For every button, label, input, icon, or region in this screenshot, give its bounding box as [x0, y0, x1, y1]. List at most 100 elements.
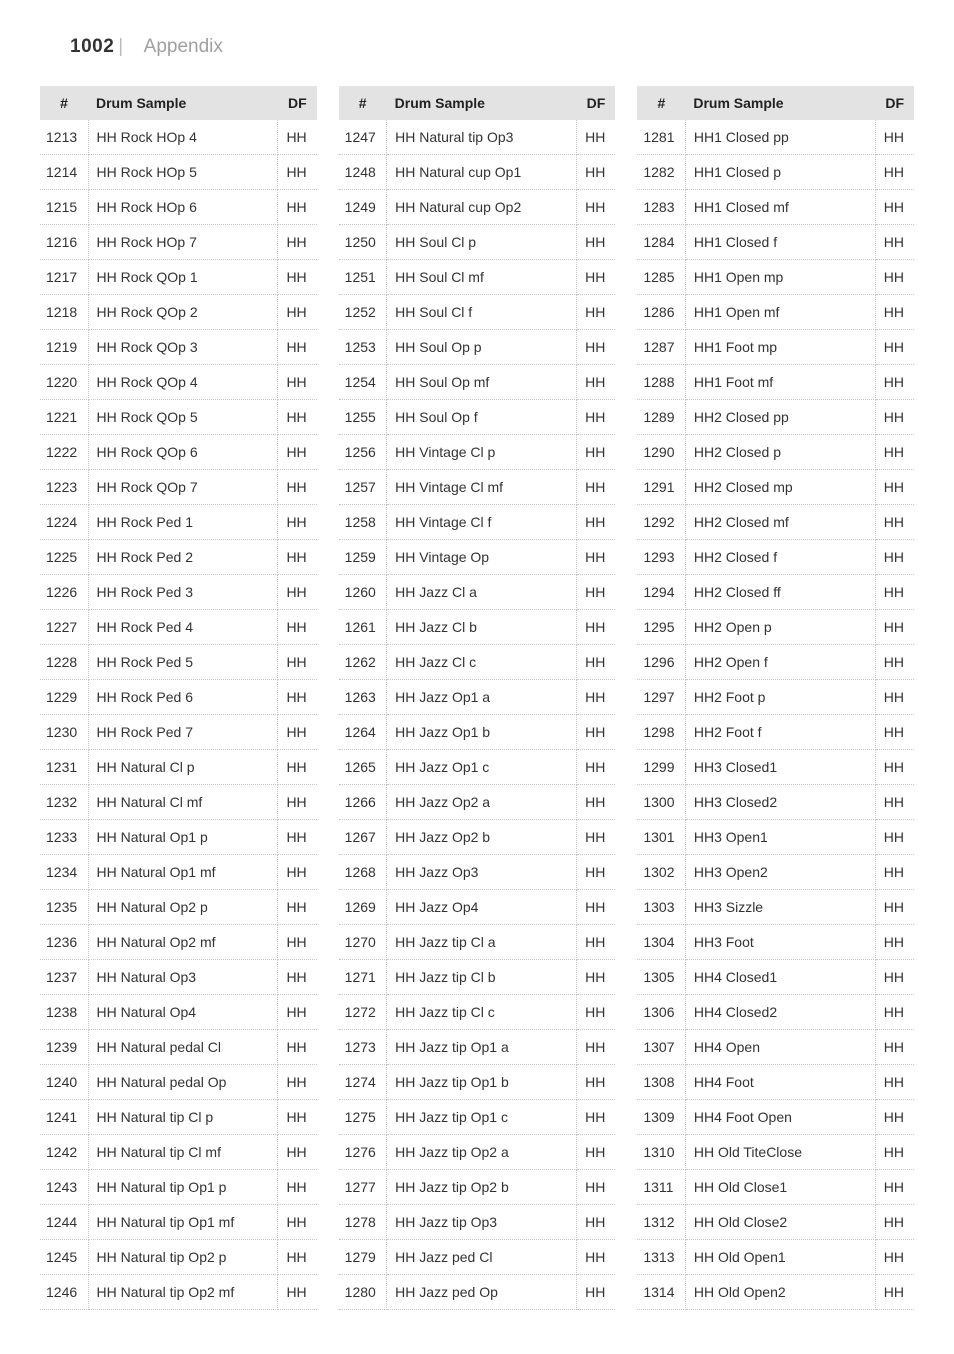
table-row: 1264HH Jazz Op1 bHH [339, 715, 616, 750]
cell-sample-name: HH2 Closed mf [685, 505, 875, 540]
table-row: 1249HH Natural cup Op2HH [339, 190, 616, 225]
cell-number: 1243 [40, 1170, 88, 1205]
cell-number: 1233 [40, 820, 88, 855]
table-row: 1236HH Natural Op2 mfHH [40, 925, 317, 960]
cell-number: 1216 [40, 225, 88, 260]
cell-number: 1223 [40, 470, 88, 505]
cell-number: 1265 [339, 750, 387, 785]
cell-sample-name: HH Natural Op1 p [88, 820, 278, 855]
cell-df: HH [875, 365, 914, 400]
table-row: 1298HH2 Foot fHH [637, 715, 914, 750]
table-row: 1246HH Natural tip Op2 mfHH [40, 1275, 317, 1310]
cell-number: 1228 [40, 645, 88, 680]
cell-number: 1267 [339, 820, 387, 855]
cell-sample-name: HH4 Closed2 [685, 995, 875, 1030]
table-row: 1240HH Natural pedal OpHH [40, 1065, 317, 1100]
cell-df: HH [278, 1100, 317, 1135]
cell-sample-name: HH Rock HOp 5 [88, 155, 278, 190]
cell-number: 1306 [637, 995, 685, 1030]
cell-sample-name: HH Natural Cl p [88, 750, 278, 785]
cell-sample-name: HH Natural pedal Cl [88, 1030, 278, 1065]
cell-df: HH [577, 785, 616, 820]
cell-df: HH [875, 1275, 914, 1310]
table-row: 1261HH Jazz Cl bHH [339, 610, 616, 645]
cell-df: HH [875, 995, 914, 1030]
cell-df: HH [278, 190, 317, 225]
cell-df: HH [278, 155, 317, 190]
cell-number: 1292 [637, 505, 685, 540]
table-row: 1290HH2 Closed pHH [637, 435, 914, 470]
cell-sample-name: HH Jazz Op2 a [387, 785, 577, 820]
cell-sample-name: HH Jazz tip Op2 a [387, 1135, 577, 1170]
cell-number: 1257 [339, 470, 387, 505]
cell-number: 1225 [40, 540, 88, 575]
cell-sample-name: HH Rock Ped 4 [88, 610, 278, 645]
cell-sample-name: HH Rock HOp 6 [88, 190, 278, 225]
table-row: 1241HH Natural tip Cl pHH [40, 1100, 317, 1135]
cell-number: 1254 [339, 365, 387, 400]
cell-number: 1226 [40, 575, 88, 610]
cell-sample-name: HH Soul Cl f [387, 295, 577, 330]
cell-sample-name: HH Soul Cl p [387, 225, 577, 260]
cell-df: HH [577, 1135, 616, 1170]
cell-df: HH [278, 1170, 317, 1205]
table-row: 1269HH Jazz Op4HH [339, 890, 616, 925]
table-row: 1226HH Rock Ped 3HH [40, 575, 317, 610]
table-row: 1295HH2 Open pHH [637, 610, 914, 645]
cell-df: HH [577, 925, 616, 960]
cell-sample-name: HH Jazz ped Op [387, 1275, 577, 1310]
th-number: # [637, 86, 685, 120]
cell-sample-name: HH1 Closed f [685, 225, 875, 260]
cell-number: 1283 [637, 190, 685, 225]
cell-number: 1270 [339, 925, 387, 960]
cell-sample-name: HH Rock Ped 2 [88, 540, 278, 575]
cell-df: HH [875, 295, 914, 330]
cell-df: HH [577, 225, 616, 260]
cell-df: HH [577, 1100, 616, 1135]
cell-df: HH [875, 1135, 914, 1170]
cell-number: 1242 [40, 1135, 88, 1170]
cell-df: HH [278, 680, 317, 715]
cell-df: HH [875, 1065, 914, 1100]
table-row: 1219HH Rock QOp 3HH [40, 330, 317, 365]
cell-number: 1237 [40, 960, 88, 995]
cell-number: 1288 [637, 365, 685, 400]
cell-number: 1314 [637, 1275, 685, 1310]
cell-df: HH [278, 330, 317, 365]
table-row: 1305HH4 Closed1HH [637, 960, 914, 995]
cell-number: 1213 [40, 120, 88, 155]
cell-number: 1280 [339, 1275, 387, 1310]
table-row: 1273HH Jazz tip Op1 aHH [339, 1030, 616, 1065]
table-row: 1278HH Jazz tip Op3HH [339, 1205, 616, 1240]
drum-table-2: # Drum Sample DF 1247HH Natural tip Op3H… [339, 86, 616, 1310]
cell-df: HH [577, 365, 616, 400]
cell-sample-name: HH1 Foot mf [685, 365, 875, 400]
cell-df: HH [278, 1275, 317, 1310]
cell-sample-name: HH Jazz Op1 a [387, 680, 577, 715]
page-header: 1002| Appendix [40, 36, 914, 58]
cell-df: HH [577, 435, 616, 470]
page-number: 1002 [70, 36, 114, 57]
table-row: 1238HH Natural Op4HH [40, 995, 317, 1030]
cell-sample-name: HH Rock QOp 7 [88, 470, 278, 505]
cell-df: HH [577, 645, 616, 680]
cell-sample-name: HH1 Closed pp [685, 120, 875, 155]
cell-df: HH [577, 610, 616, 645]
cell-df: HH [577, 960, 616, 995]
table-row: 1239HH Natural pedal ClHH [40, 1030, 317, 1065]
header-divider: | [118, 36, 123, 57]
cell-number: 1282 [637, 155, 685, 190]
cell-df: HH [875, 225, 914, 260]
cell-number: 1300 [637, 785, 685, 820]
cell-sample-name: HH Natural pedal Op [88, 1065, 278, 1100]
cell-df: HH [278, 1205, 317, 1240]
table-row: 1254HH Soul Op mfHH [339, 365, 616, 400]
cell-number: 1308 [637, 1065, 685, 1100]
cell-number: 1261 [339, 610, 387, 645]
cell-df: HH [577, 1170, 616, 1205]
cell-number: 1313 [637, 1240, 685, 1275]
cell-number: 1269 [339, 890, 387, 925]
cell-sample-name: HH3 Foot [685, 925, 875, 960]
cell-number: 1260 [339, 575, 387, 610]
cell-number: 1252 [339, 295, 387, 330]
